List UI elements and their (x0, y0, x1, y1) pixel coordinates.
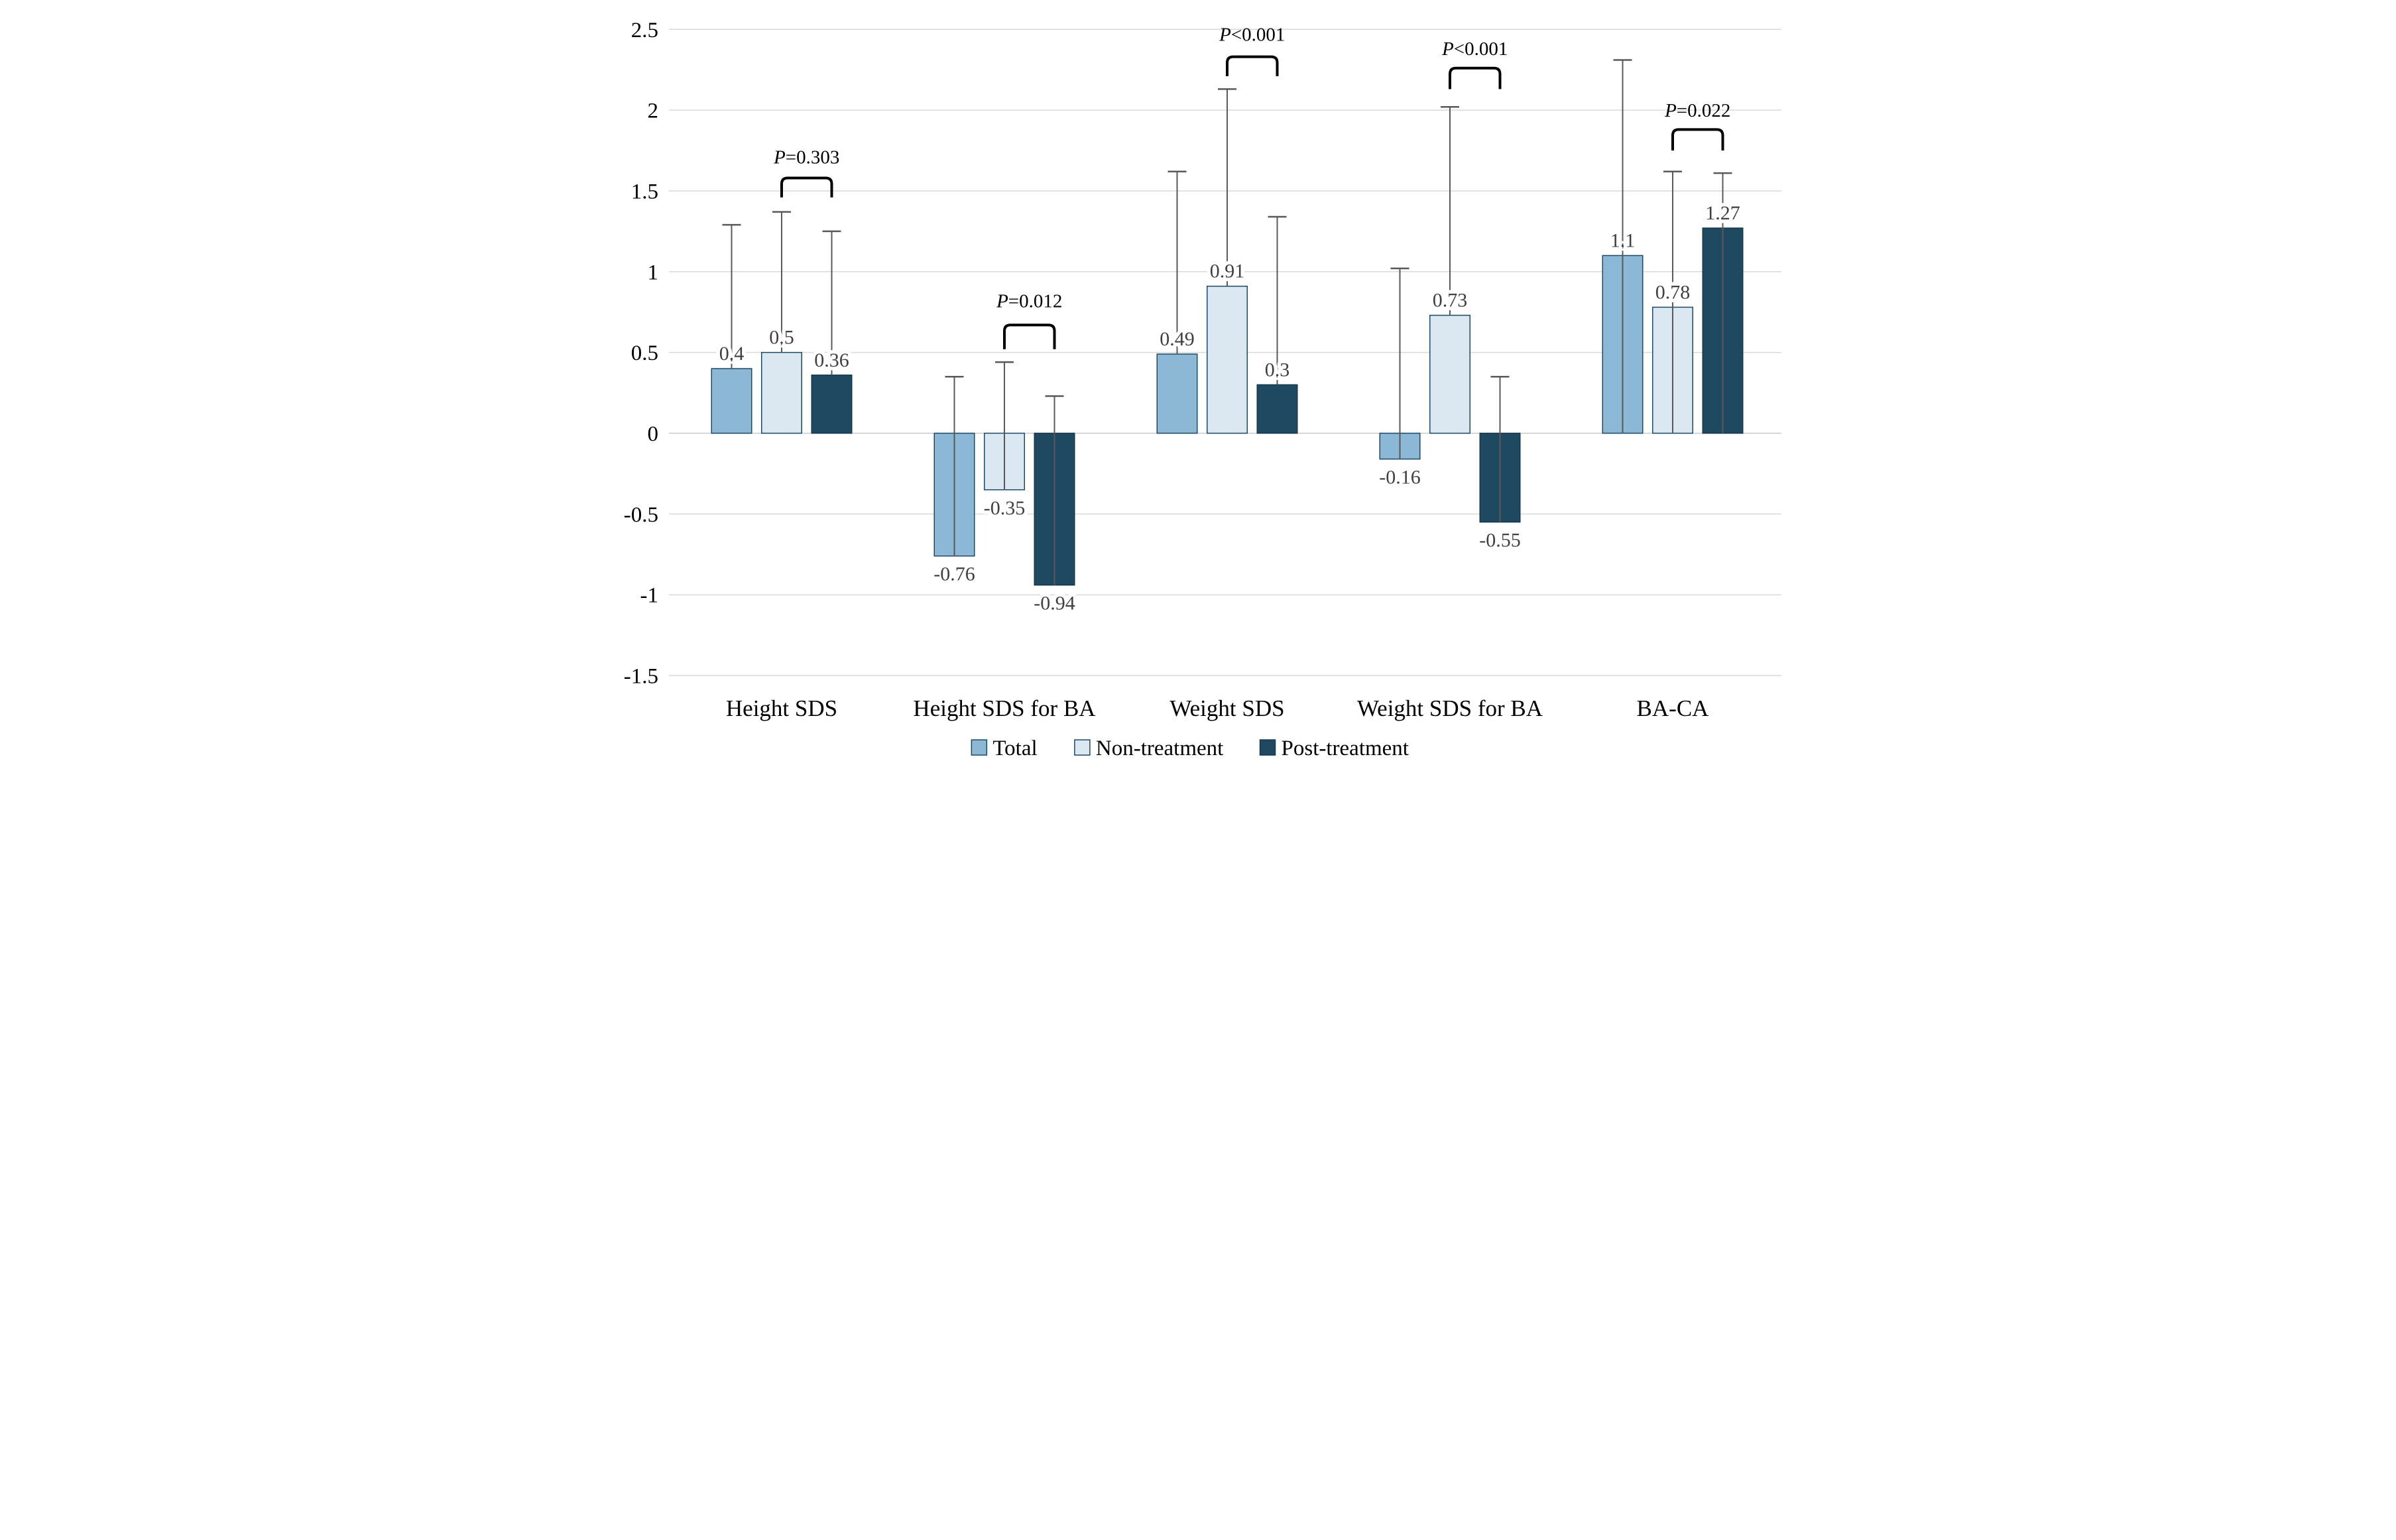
bar-value-label: 1.1 (1610, 229, 1635, 251)
bar-value-label: 0.78 (1655, 281, 1690, 303)
legend-swatch-total (971, 739, 987, 756)
legend-label: Non-treatment (1095, 737, 1223, 760)
bar-value-label: 1.27 (1705, 202, 1740, 224)
y-axis-tick-label: 0.5 (630, 341, 658, 365)
category-label: Weight SDS for BA (1356, 695, 1543, 721)
bar-non-treatment (1429, 314, 1470, 434)
significance-bracket (780, 176, 833, 198)
y-axis-tick-label: 0 (647, 422, 658, 446)
category-label: Height SDS for BA (913, 695, 1096, 721)
bar-total (711, 368, 752, 434)
bar-chart-figure: 2.5 2 1.5 1 0.5 0 -0.5 -1 -1.5 0.4 -0.76 0.49 -0.16 1… (599, 0, 1797, 770)
legend-label: Total (992, 737, 1037, 760)
bar-value-label: -0.55 (1479, 530, 1521, 552)
bar-value-label: 0.36 (814, 349, 849, 371)
p-value-label: P=0.022 (1664, 100, 1730, 121)
bar-value-label: -0.94 (1034, 593, 1075, 615)
y-axis-tick-label: 2.5 (630, 19, 658, 42)
y-axis-tick-label: 2 (647, 99, 658, 123)
bar-post-treatment (811, 375, 852, 434)
bar-value-label: -0.35 (983, 497, 1025, 519)
bar-value-label: -0.16 (1379, 466, 1421, 488)
p-value-label: P<0.001 (1219, 24, 1285, 45)
legend-label: Post-treatment (1281, 737, 1408, 760)
bar-value-label: 0.4 (719, 343, 744, 365)
significance-bracket (1671, 128, 1724, 151)
y-axis-tick-label: -0.5 (623, 503, 658, 527)
bar-value-label: 0.73 (1432, 290, 1467, 312)
bar-value-label: 0.3 (1264, 359, 1289, 381)
bar-value-label: 0.5 (769, 327, 794, 349)
bar-value-label: -0.76 (933, 563, 975, 585)
significance-bracket (1225, 55, 1278, 76)
bar-non-treatment (1206, 285, 1248, 434)
y-axis-tick-label: -1.5 (623, 665, 658, 689)
category-label: Height SDS (725, 695, 837, 721)
category-label: BA-CA (1636, 695, 1709, 721)
p-value-label: P<0.001 (1441, 38, 1508, 60)
y-axis-tick-label: 1.5 (630, 180, 658, 204)
p-value-label: P=0.012 (996, 290, 1062, 312)
category-label: Weight SDS (1169, 695, 1284, 721)
bar-post-treatment (1256, 384, 1297, 434)
y-axis-tick-label: -1 (640, 584, 658, 608)
significance-bracket (1448, 66, 1501, 89)
bar-non-treatment (760, 351, 802, 434)
bar-value-label: 0.49 (1160, 328, 1195, 350)
bar-value-label: 0.91 (1209, 261, 1244, 282)
grouped-bar-chart-canvas: 2.5 2 1.5 1 0.5 0 -0.5 -1 -1.5 0.4 -0.76 0.49 -0.16 1… (599, 0, 1797, 770)
p-value-label: P=0.303 (773, 147, 839, 168)
y-axis-tick-label: 1 (647, 261, 658, 284)
bar-total (1156, 353, 1197, 434)
significance-bracket (1002, 324, 1055, 349)
legend-swatch-post-treatment (1259, 739, 1276, 756)
legend-swatch-non-treatment (1073, 739, 1091, 756)
